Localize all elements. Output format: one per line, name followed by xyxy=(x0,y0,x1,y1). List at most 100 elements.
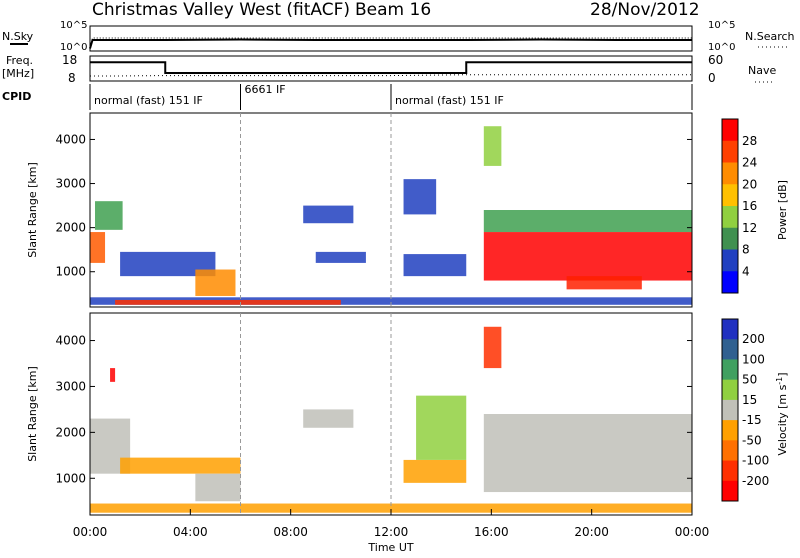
colorbar-cell-4 xyxy=(722,206,738,229)
colorbar-cell-2 xyxy=(722,162,738,185)
echo-region-13 xyxy=(483,126,502,166)
time-axis-label: Time UT xyxy=(367,541,413,554)
colorbar-cell-1 xyxy=(722,339,738,360)
ytick-label-3: 4000 xyxy=(55,334,86,348)
colorbar-tick-0: 28 xyxy=(742,134,757,148)
nsearch-label: N.Search xyxy=(745,30,795,43)
echo-region-12 xyxy=(566,276,642,290)
cpid-segment-0: normal (fast) 151 IF xyxy=(94,94,203,107)
noise-strip: N.Sky 10^5 10^0 10^5 10^0 N.Search xyxy=(2,20,795,53)
colorbar-tick-4: 12 xyxy=(742,221,757,235)
freq-series xyxy=(90,61,692,77)
velocity-colorbar: 200 100 50 15 -15 -50 -100 -200 xyxy=(721,318,769,502)
echo-region-2 xyxy=(120,457,241,474)
velocity-yticks: 1000 2000 3000 4000 xyxy=(55,334,692,485)
colorbar-tick-6: -100 xyxy=(742,454,769,468)
echo-region-1 xyxy=(110,368,116,382)
colorbar-tick-1: 24 xyxy=(742,156,757,170)
echo-region-5 xyxy=(115,299,341,305)
colorbar-frame xyxy=(721,118,739,294)
freq-unit-label: [MHz] xyxy=(2,67,34,80)
freq-ytick-top-left: 18 xyxy=(62,53,77,67)
power-data xyxy=(90,126,692,305)
echo-region-8 xyxy=(483,414,692,493)
colorbar-frame xyxy=(721,318,739,502)
station-title: Christmas Valley West (fitACF) xyxy=(92,0,350,20)
colorbar-tick-4: -15 xyxy=(742,413,762,427)
nave-label: Nave xyxy=(748,64,776,77)
colorbar-tick-1: 100 xyxy=(742,352,765,366)
nave-series xyxy=(90,74,692,77)
ytick-label-3: 4000 xyxy=(55,132,86,146)
ytick-label-2: 3000 xyxy=(55,379,86,393)
ytick-label-2: 3000 xyxy=(55,177,86,191)
colorbar-tick-5: 8 xyxy=(742,243,750,257)
echo-region-7 xyxy=(416,395,467,460)
power-ylabel: Slant Range [km] xyxy=(26,162,39,258)
noise-series xyxy=(89,37,692,49)
cpid-segment-1: 6661 IF xyxy=(245,83,286,96)
echo-region-5 xyxy=(303,409,354,428)
freq-series xyxy=(90,61,692,74)
colorbar-cell-5 xyxy=(722,420,738,441)
echo-region-8 xyxy=(403,254,467,277)
colorbar-cell-5 xyxy=(722,227,738,250)
echo-region-1 xyxy=(95,201,123,230)
power-markers xyxy=(240,113,392,307)
time-axis-ticks: 00:00 04:00 08:00 12:00 16:00 20:00 00:00 xyxy=(73,509,710,539)
echo-region-4 xyxy=(90,297,692,305)
colorbar-tick-5: -50 xyxy=(742,433,762,447)
xtick-label-5: 20:00 xyxy=(574,525,609,539)
echo-region-6 xyxy=(403,459,467,483)
colorbar-cell-7 xyxy=(722,460,738,482)
colorbar-tick-3: 15 xyxy=(742,393,757,407)
colorbar-cell-8 xyxy=(722,480,738,502)
echo-region-6 xyxy=(303,205,354,224)
colorbar-cell-4 xyxy=(722,399,738,421)
cpid-segments: normal (fast) 151 IF 6661 IF normal (fast)… xyxy=(94,83,504,110)
power-yticks: 1000 2000 3000 4000 xyxy=(55,132,692,279)
nave-ytick-top-right: 60 xyxy=(708,53,723,67)
freq-ytick-bottom-left: 8 xyxy=(68,71,76,85)
noise-ytick-top-right: 10^5 xyxy=(708,20,735,31)
colorbar-tick-7: -200 xyxy=(742,474,769,488)
velocity-panel: Slant Range [km] 1000 2000 3000 4000 200 100… xyxy=(26,312,789,516)
colorbar-cell-6 xyxy=(722,440,738,462)
nave-ytick-bottom-right: 0 xyxy=(708,71,716,85)
colorbar-tick-0: 200 xyxy=(742,332,765,346)
echo-region-10 xyxy=(483,232,692,281)
colorbar-cell-0 xyxy=(722,119,738,142)
noise-ytick-top-left: 10^5 xyxy=(60,20,87,31)
cpid-segment-2: normal (fast) 151 IF xyxy=(395,94,504,107)
power-colorbar-label: Power [dB] xyxy=(776,180,789,240)
colorbar-cell-7 xyxy=(722,271,738,294)
echo-region-7 xyxy=(315,251,366,263)
echo-region-9 xyxy=(403,179,437,215)
freq-label: Freq. xyxy=(6,54,33,67)
ytick-label-1: 2000 xyxy=(55,425,86,439)
velocity-ylabel: Slant Range [km] xyxy=(26,366,39,462)
echo-region-0 xyxy=(90,232,106,263)
echo-region-3 xyxy=(195,269,236,296)
xtick-label-6: 00:00 xyxy=(675,525,710,539)
echo-region-4 xyxy=(90,503,692,513)
echo-region-3 xyxy=(195,473,241,502)
colorbar-tick-2: 20 xyxy=(742,177,757,191)
velocity-data xyxy=(90,326,692,513)
velocity-markers xyxy=(240,313,392,515)
colorbar-tick-6: 4 xyxy=(742,264,750,278)
nsky-label: N.Sky xyxy=(2,30,34,43)
xtick-label-3: 12:00 xyxy=(374,525,409,539)
noise-series-1 xyxy=(89,37,692,49)
xtick-label-1: 04:00 xyxy=(173,525,208,539)
beam-label: Beam 16 xyxy=(355,0,431,20)
velocity-colorbar-label: Velocity [m s-1] xyxy=(775,372,789,455)
freq-strip: Freq. [MHz] 18 8 60 0 Nave xyxy=(2,53,776,85)
ytick-label-1: 2000 xyxy=(55,221,86,235)
colorbar-cell-2 xyxy=(722,359,738,381)
ytick-label-0: 1000 xyxy=(55,265,86,279)
noise-ytick-bottom-left: 10^0 xyxy=(60,42,87,53)
xtick-label-2: 08:00 xyxy=(273,525,308,539)
